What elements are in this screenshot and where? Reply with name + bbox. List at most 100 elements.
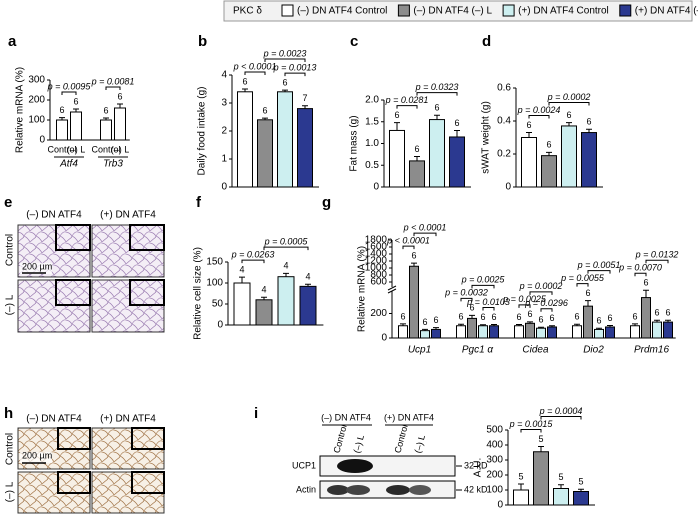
n-label: 4 xyxy=(283,261,288,271)
n-label: 6 xyxy=(632,311,637,321)
error-bar xyxy=(434,114,440,120)
x-tick-label: (–) L xyxy=(111,144,130,154)
axis-break-mark xyxy=(387,285,397,291)
p-value-label: p = 0.0015 xyxy=(509,419,554,429)
significance-bracket xyxy=(413,232,437,237)
y-tick-label: 4 xyxy=(221,70,227,81)
error-bar xyxy=(585,300,591,307)
scale-bar-bg xyxy=(20,452,52,463)
p-value-label: p = 0.0025 xyxy=(461,275,506,285)
y-tick-label: 0.5 xyxy=(365,160,379,171)
bar xyxy=(297,108,313,188)
y-tick-label: 0 xyxy=(217,320,223,331)
significance-bracket xyxy=(518,304,531,308)
significance-bracket xyxy=(284,72,306,77)
bar xyxy=(489,325,499,339)
error-bar xyxy=(607,325,613,327)
n-label: 6 xyxy=(282,77,287,87)
blot-group-label: (–) DN ATF4 xyxy=(321,412,371,422)
band-name: UCP1 xyxy=(292,460,316,470)
significance-bracket xyxy=(61,91,77,95)
n-label: 6 xyxy=(585,288,590,298)
bar xyxy=(605,326,615,339)
n-label: 6 xyxy=(73,96,78,106)
bar xyxy=(237,91,253,188)
y-axis-label: sWAT weight (g) xyxy=(481,101,492,174)
row-label: (–) L xyxy=(5,481,16,502)
y-tick-label: 0.6 xyxy=(497,83,511,94)
band-size: 32 kD xyxy=(464,460,488,470)
p-value-label: p = 0.0081 xyxy=(91,76,135,86)
significance-bracket xyxy=(264,58,306,62)
legend-swatch xyxy=(619,4,632,17)
n-label: 6 xyxy=(516,312,521,322)
histology-h: (–) DN ATF4 (+) DN ATF4 Control (–) L 20… xyxy=(5,414,165,514)
row-label: Control xyxy=(5,234,16,266)
y-tick-label: 200 xyxy=(28,95,45,106)
n-label: 6 xyxy=(103,105,108,115)
y-tick-label: 2.0 xyxy=(365,95,379,106)
panel-letter: d xyxy=(482,33,491,50)
n-label: 5 xyxy=(558,472,563,482)
error-bar xyxy=(665,319,671,323)
bar xyxy=(572,325,582,339)
n-label: 5 xyxy=(538,434,543,444)
y-tick-label: 200 xyxy=(370,308,387,319)
n-label: 4 xyxy=(305,272,310,282)
n-label: 6 xyxy=(526,120,531,130)
error-bar xyxy=(103,117,109,120)
bar xyxy=(255,299,273,326)
group-label: Ucp1 xyxy=(408,345,431,356)
y-tick-label: 1200 xyxy=(365,256,388,267)
bar xyxy=(56,119,68,141)
significance-bracket xyxy=(548,102,590,106)
y-tick-label: 2 xyxy=(221,126,227,137)
x-tick-label: (–) L xyxy=(67,144,86,154)
p-value-label: p = 0.0032 xyxy=(444,288,488,298)
p-value-label: p = 0.0263 xyxy=(231,249,275,259)
group-label: Prdm16 xyxy=(634,345,669,356)
lane-label: Control xyxy=(332,424,349,455)
p-value-label: p < 0.0001 xyxy=(403,222,447,232)
group-label: Trb3 xyxy=(103,159,123,170)
blot-band xyxy=(346,485,370,495)
bar xyxy=(513,489,529,506)
group-label: Pgc1 α xyxy=(462,345,494,356)
inset xyxy=(129,224,165,251)
error-bar xyxy=(242,88,248,92)
significance-bracket xyxy=(482,307,495,311)
blot-group-label: (+) DN ATF4 xyxy=(384,412,434,422)
p-value-label: p = 0.0005 xyxy=(264,236,309,246)
y-tick-label: 100 xyxy=(28,115,45,126)
bar xyxy=(456,325,466,339)
lane-label: (–) L xyxy=(413,434,427,454)
panel-letter: f xyxy=(196,194,202,211)
bar xyxy=(467,317,477,339)
bar xyxy=(541,155,557,188)
n-label: 6 xyxy=(480,312,485,322)
y-tick-label: 800 xyxy=(370,270,387,281)
bar xyxy=(514,325,524,339)
error-bar xyxy=(596,327,602,330)
y-axis-label: Fat mass (g) xyxy=(349,115,360,171)
legend-label: (+) DN ATF4 Control xyxy=(518,6,609,17)
error-bar xyxy=(586,128,592,133)
p-value-label: p < 0.0001 xyxy=(233,61,277,71)
inset xyxy=(131,471,165,494)
bar xyxy=(233,282,251,326)
bar xyxy=(420,330,430,339)
inset xyxy=(55,224,91,251)
legend-label: (–) DN ATF4 Control xyxy=(297,6,387,17)
band-size: 42 kD xyxy=(464,484,488,494)
y-tick-label: 50 xyxy=(212,299,224,310)
y-tick-label: 0 xyxy=(497,500,503,511)
y-tick-label: 0 xyxy=(505,182,511,193)
p-value-label: p = 0.0002 xyxy=(547,92,591,102)
p-value-label: p = 0.0013 xyxy=(273,62,317,72)
axis-break-mark xyxy=(387,288,397,294)
significance-bracket xyxy=(402,245,415,250)
legend-title: PKC δ xyxy=(233,6,262,17)
bar xyxy=(398,325,408,339)
n-label: 6 xyxy=(607,313,612,323)
